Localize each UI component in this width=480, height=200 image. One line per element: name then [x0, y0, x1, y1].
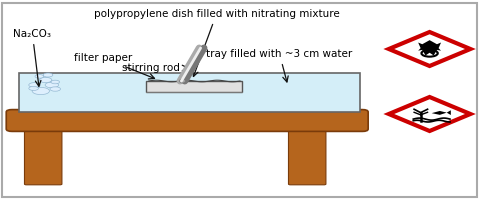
Circle shape [43, 73, 53, 77]
Polygon shape [389, 32, 470, 66]
Circle shape [35, 75, 44, 78]
Circle shape [51, 80, 60, 84]
Polygon shape [432, 111, 447, 115]
Circle shape [50, 87, 60, 91]
Text: polypropylene dish filled with nitrating mixture: polypropylene dish filled with nitrating… [94, 9, 339, 76]
Bar [146, 81, 242, 92]
Circle shape [29, 83, 40, 87]
Text: stirring rod: stirring rod [122, 63, 188, 73]
Text: Na₂CO₃: Na₂CO₃ [13, 29, 51, 86]
Polygon shape [447, 110, 451, 115]
Circle shape [32, 87, 49, 95]
FancyBboxPatch shape [288, 128, 326, 185]
Circle shape [45, 82, 59, 88]
Polygon shape [389, 97, 470, 131]
Text: filter paper: filter paper [74, 53, 155, 79]
Text: tray filled with ~3 cm water: tray filled with ~3 cm water [206, 49, 353, 82]
FancyBboxPatch shape [6, 110, 368, 131]
Ellipse shape [180, 79, 185, 83]
Polygon shape [418, 40, 441, 55]
Circle shape [39, 77, 52, 83]
Circle shape [29, 86, 38, 90]
Bar [19, 73, 360, 112]
FancyBboxPatch shape [24, 128, 62, 185]
